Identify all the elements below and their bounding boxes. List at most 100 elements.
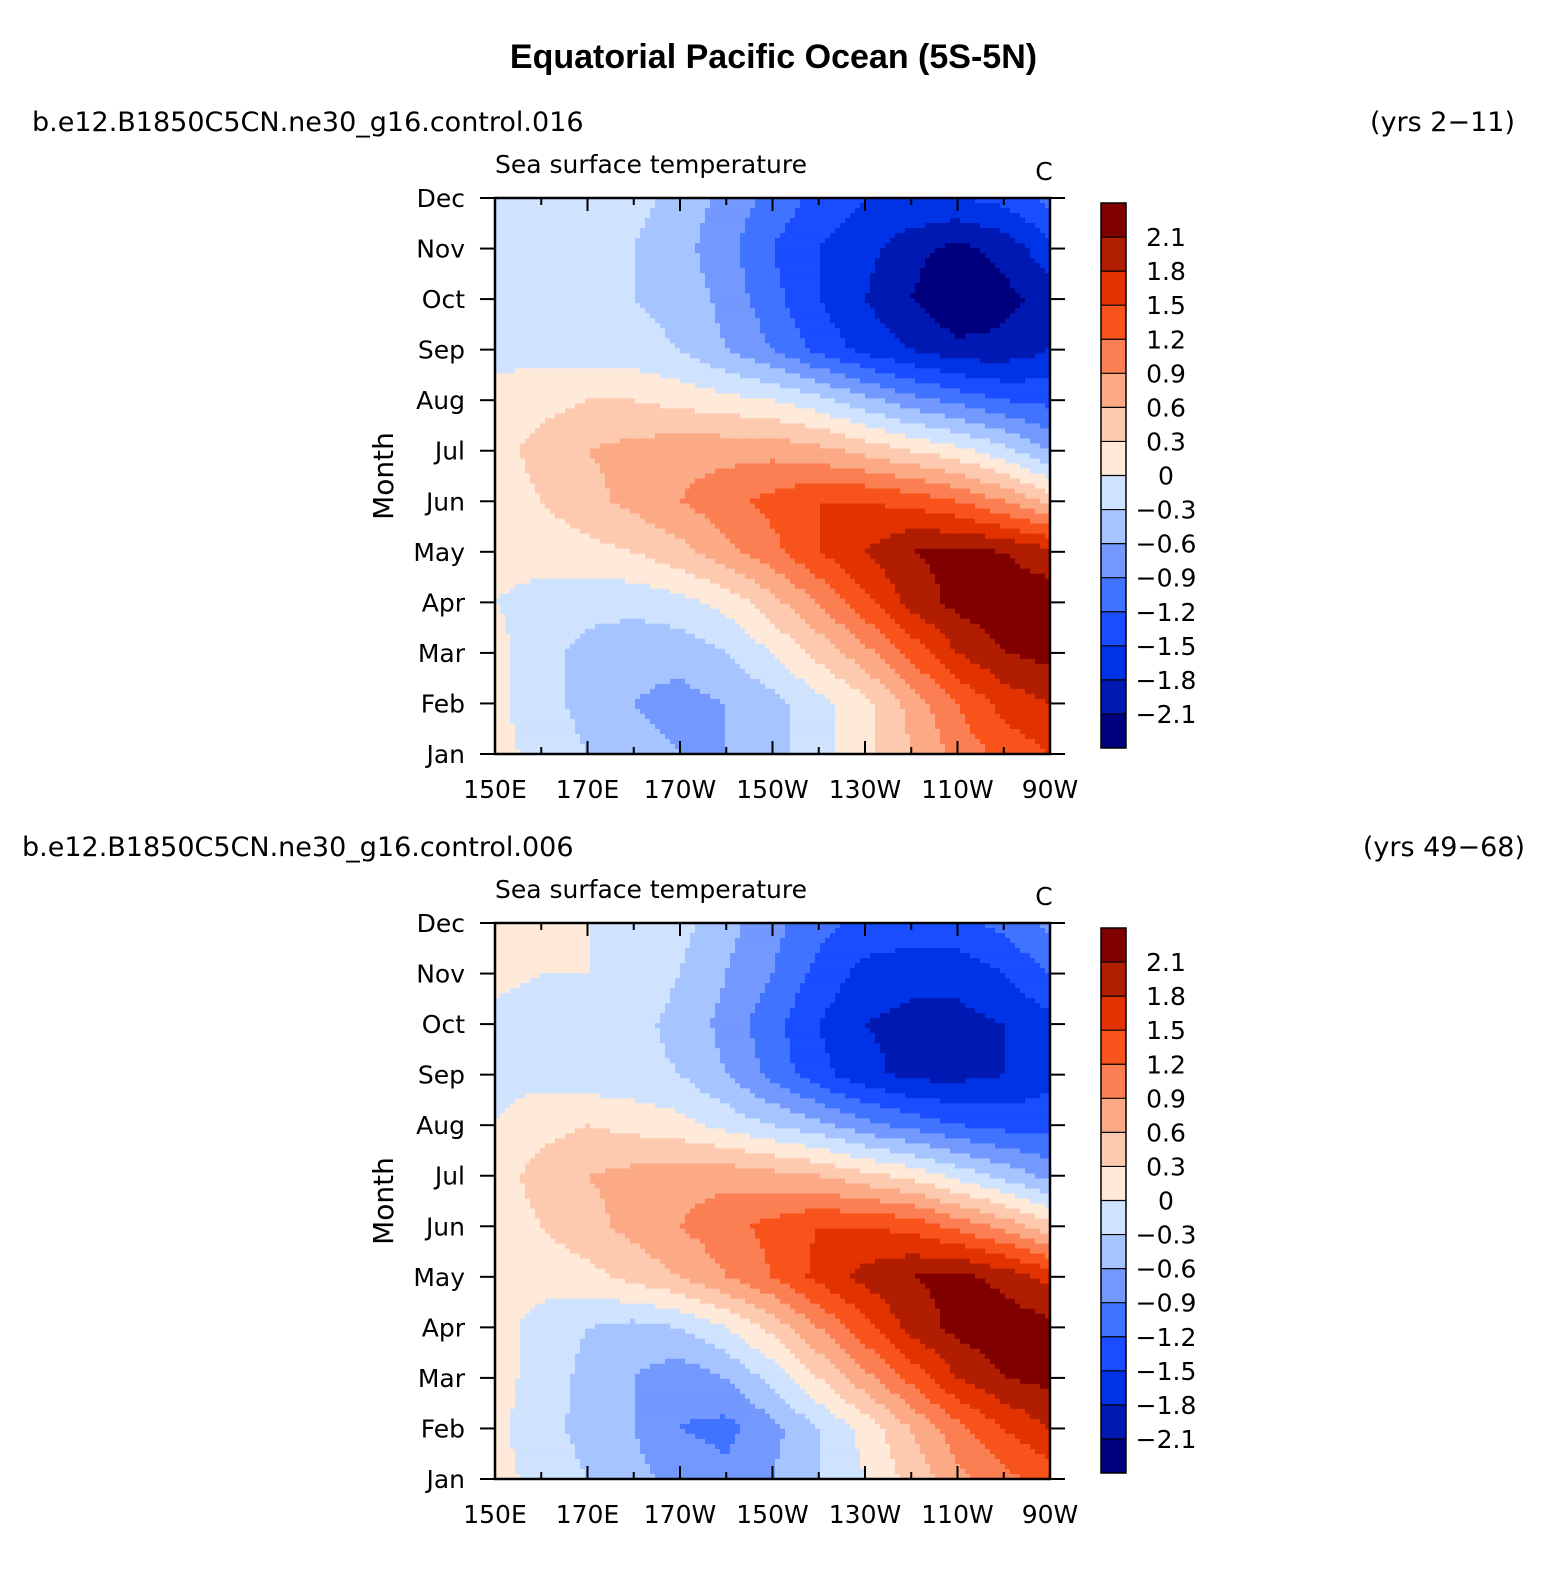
contour-cell [510, 323, 516, 329]
contour-cell [745, 203, 751, 209]
contour-cell [970, 303, 976, 309]
contour-cell [610, 338, 616, 344]
contour-cell [855, 228, 861, 234]
contour-cell [1040, 333, 1046, 339]
contour-cell [1005, 328, 1011, 334]
contour-cell [910, 408, 916, 414]
contour-cell [590, 418, 596, 425]
contour-cell [980, 318, 986, 324]
contour-cell [1035, 218, 1041, 224]
contour-cell [745, 263, 751, 269]
contour-cell [825, 348, 831, 354]
contour-cell [910, 288, 916, 294]
contour-cell [770, 268, 776, 274]
contour-cell [980, 398, 986, 404]
contour-cell [565, 288, 571, 294]
contour-cell [590, 258, 596, 264]
contour-cell [875, 413, 881, 419]
contour-cell [855, 248, 861, 254]
contour-cell [755, 288, 761, 294]
contour-cell [715, 338, 721, 344]
contour-cell [990, 198, 996, 204]
contour-cell [1015, 293, 1021, 299]
contour-cell [765, 238, 771, 244]
contour-cell [565, 388, 571, 394]
contour-cell [690, 213, 696, 219]
contour-cell [910, 258, 916, 264]
contour-cell [840, 268, 846, 274]
contour-cell [535, 243, 541, 249]
contour-cell [560, 378, 566, 384]
contour-cell [1020, 223, 1026, 229]
contour-cell [930, 273, 936, 279]
contour-cell [570, 398, 576, 404]
contour-cell [780, 408, 786, 414]
contour-cell [700, 328, 706, 334]
contour-cell [565, 323, 571, 329]
contour-cell [955, 393, 961, 399]
contour-cell [515, 273, 521, 279]
contour-cell [505, 213, 511, 219]
contour-cell [990, 403, 996, 409]
contour-cell [970, 243, 976, 249]
contour-cell [900, 398, 906, 404]
contour-cell [730, 353, 736, 359]
contour-cell [835, 348, 841, 354]
contour-cell [910, 398, 916, 404]
contour-cell [920, 293, 926, 299]
contour-cell [540, 368, 546, 374]
contour-cell [825, 358, 831, 364]
contour-cell [650, 353, 656, 359]
contour-cell [925, 303, 931, 309]
contour-cell [905, 278, 911, 284]
contour-cell [650, 303, 656, 309]
contour-cell [540, 413, 546, 419]
contour-cell [905, 243, 911, 249]
contour-cell [1000, 348, 1006, 354]
contour-cell [725, 383, 731, 389]
contour-cell [1000, 388, 1006, 394]
contour-cell [875, 303, 881, 309]
contour-cell [950, 388, 956, 394]
contour-cell [985, 338, 991, 344]
contour-cell [655, 243, 661, 249]
contour-cell [955, 283, 961, 289]
contour-cell [525, 413, 531, 419]
contour-cell [940, 323, 946, 329]
contour-cell [775, 213, 781, 219]
contour-cell [670, 413, 676, 419]
contour-cell [560, 348, 566, 354]
contour-cell [635, 343, 641, 349]
contour-cell [715, 238, 721, 244]
contour-cell [545, 208, 551, 214]
contour-cell [750, 313, 756, 319]
contour-cell [635, 268, 641, 274]
contour-cell [655, 388, 661, 394]
contour-cell [730, 298, 736, 304]
contour-cell [690, 353, 696, 359]
contour-cell [610, 298, 616, 304]
contour-cell [755, 388, 761, 394]
contour-cell [745, 318, 751, 324]
contour-cell [595, 288, 601, 294]
contour-cell [510, 248, 516, 254]
contour-cell [940, 318, 946, 324]
contour-cell [900, 278, 906, 284]
contour-cell [550, 408, 556, 414]
contour-cell [805, 318, 811, 324]
contour-cell [630, 238, 636, 244]
contour-cell [620, 263, 626, 269]
contour-cell [765, 343, 771, 349]
contour-cell [500, 333, 506, 339]
contour-cell [655, 408, 661, 414]
contour-cell [770, 218, 776, 224]
contour-cell [890, 413, 896, 419]
contour-cell [1040, 353, 1046, 359]
contour-cell [830, 208, 836, 214]
contour-cell [925, 413, 931, 419]
contour-cell [740, 298, 746, 304]
contour-cell [665, 328, 671, 334]
contour-cell [495, 368, 501, 374]
contour-cell [630, 233, 636, 239]
contour-cell [705, 263, 711, 269]
